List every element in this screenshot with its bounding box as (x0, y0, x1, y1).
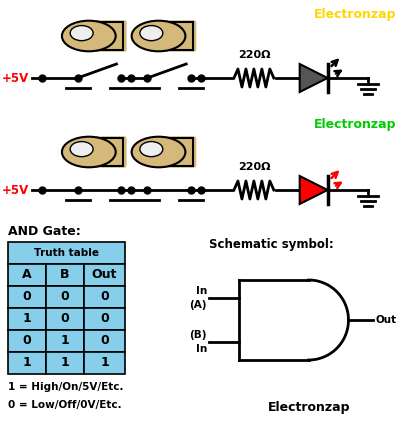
FancyBboxPatch shape (94, 136, 126, 168)
Bar (8, 264, 46, 286)
Ellipse shape (62, 21, 115, 51)
Text: Out: Out (375, 315, 395, 325)
Text: 1: 1 (100, 357, 109, 370)
Bar (46, 286, 83, 308)
Text: In: In (195, 344, 207, 354)
Bar (8, 242, 125, 264)
Text: AND Gate:: AND Gate: (8, 225, 81, 238)
FancyBboxPatch shape (165, 22, 192, 50)
FancyBboxPatch shape (165, 138, 192, 166)
Text: (B): (B) (189, 330, 207, 340)
Bar (8, 286, 46, 308)
Ellipse shape (140, 26, 162, 41)
Bar (8, 308, 46, 330)
Text: B: B (60, 268, 69, 281)
FancyBboxPatch shape (94, 20, 126, 51)
Text: 1 = High/On/5V/Etc.: 1 = High/On/5V/Etc. (8, 382, 123, 392)
Text: 0: 0 (100, 313, 109, 325)
Bar (83, 330, 125, 352)
Text: 1: 1 (60, 357, 69, 370)
Text: 0: 0 (22, 335, 31, 347)
Bar (8, 352, 46, 374)
Text: Electronzap: Electronzap (313, 118, 395, 131)
Bar (8, 330, 46, 352)
Text: Schematic symbol:: Schematic symbol: (209, 238, 333, 251)
Text: 0 = Low/Off/0V/Etc.: 0 = Low/Off/0V/Etc. (8, 400, 121, 410)
Text: 0: 0 (100, 335, 109, 347)
FancyBboxPatch shape (163, 20, 196, 51)
Text: +5V: +5V (2, 184, 29, 197)
Bar (46, 330, 83, 352)
Ellipse shape (62, 137, 115, 167)
Text: 0: 0 (60, 313, 69, 325)
Bar (83, 264, 125, 286)
Text: Electronzap: Electronzap (267, 401, 349, 414)
Text: 220Ω: 220Ω (237, 162, 269, 172)
Ellipse shape (140, 141, 162, 157)
Bar (83, 308, 125, 330)
Text: A: A (22, 268, 32, 281)
Bar (46, 308, 83, 330)
Bar (46, 264, 83, 286)
Text: 1: 1 (22, 357, 31, 370)
Bar (83, 352, 125, 374)
Text: Truth table: Truth table (34, 248, 99, 258)
Polygon shape (299, 64, 327, 92)
Ellipse shape (70, 26, 93, 41)
FancyBboxPatch shape (96, 22, 123, 50)
FancyBboxPatch shape (96, 138, 123, 166)
Bar (83, 286, 125, 308)
Ellipse shape (70, 141, 93, 157)
Text: +5V: +5V (2, 71, 29, 84)
Text: 220Ω: 220Ω (237, 50, 269, 60)
Text: (A): (A) (189, 300, 207, 310)
Text: 1: 1 (22, 313, 31, 325)
Text: Out: Out (91, 268, 117, 281)
Text: 0: 0 (100, 290, 109, 303)
Text: 1: 1 (60, 335, 69, 347)
Text: 0: 0 (60, 290, 69, 303)
Bar (46, 352, 83, 374)
Ellipse shape (131, 137, 185, 167)
Polygon shape (299, 176, 327, 204)
Text: In: In (195, 286, 207, 296)
FancyBboxPatch shape (163, 136, 196, 168)
Text: 0: 0 (22, 290, 31, 303)
Ellipse shape (131, 21, 185, 51)
Text: Electronzap: Electronzap (313, 8, 395, 21)
